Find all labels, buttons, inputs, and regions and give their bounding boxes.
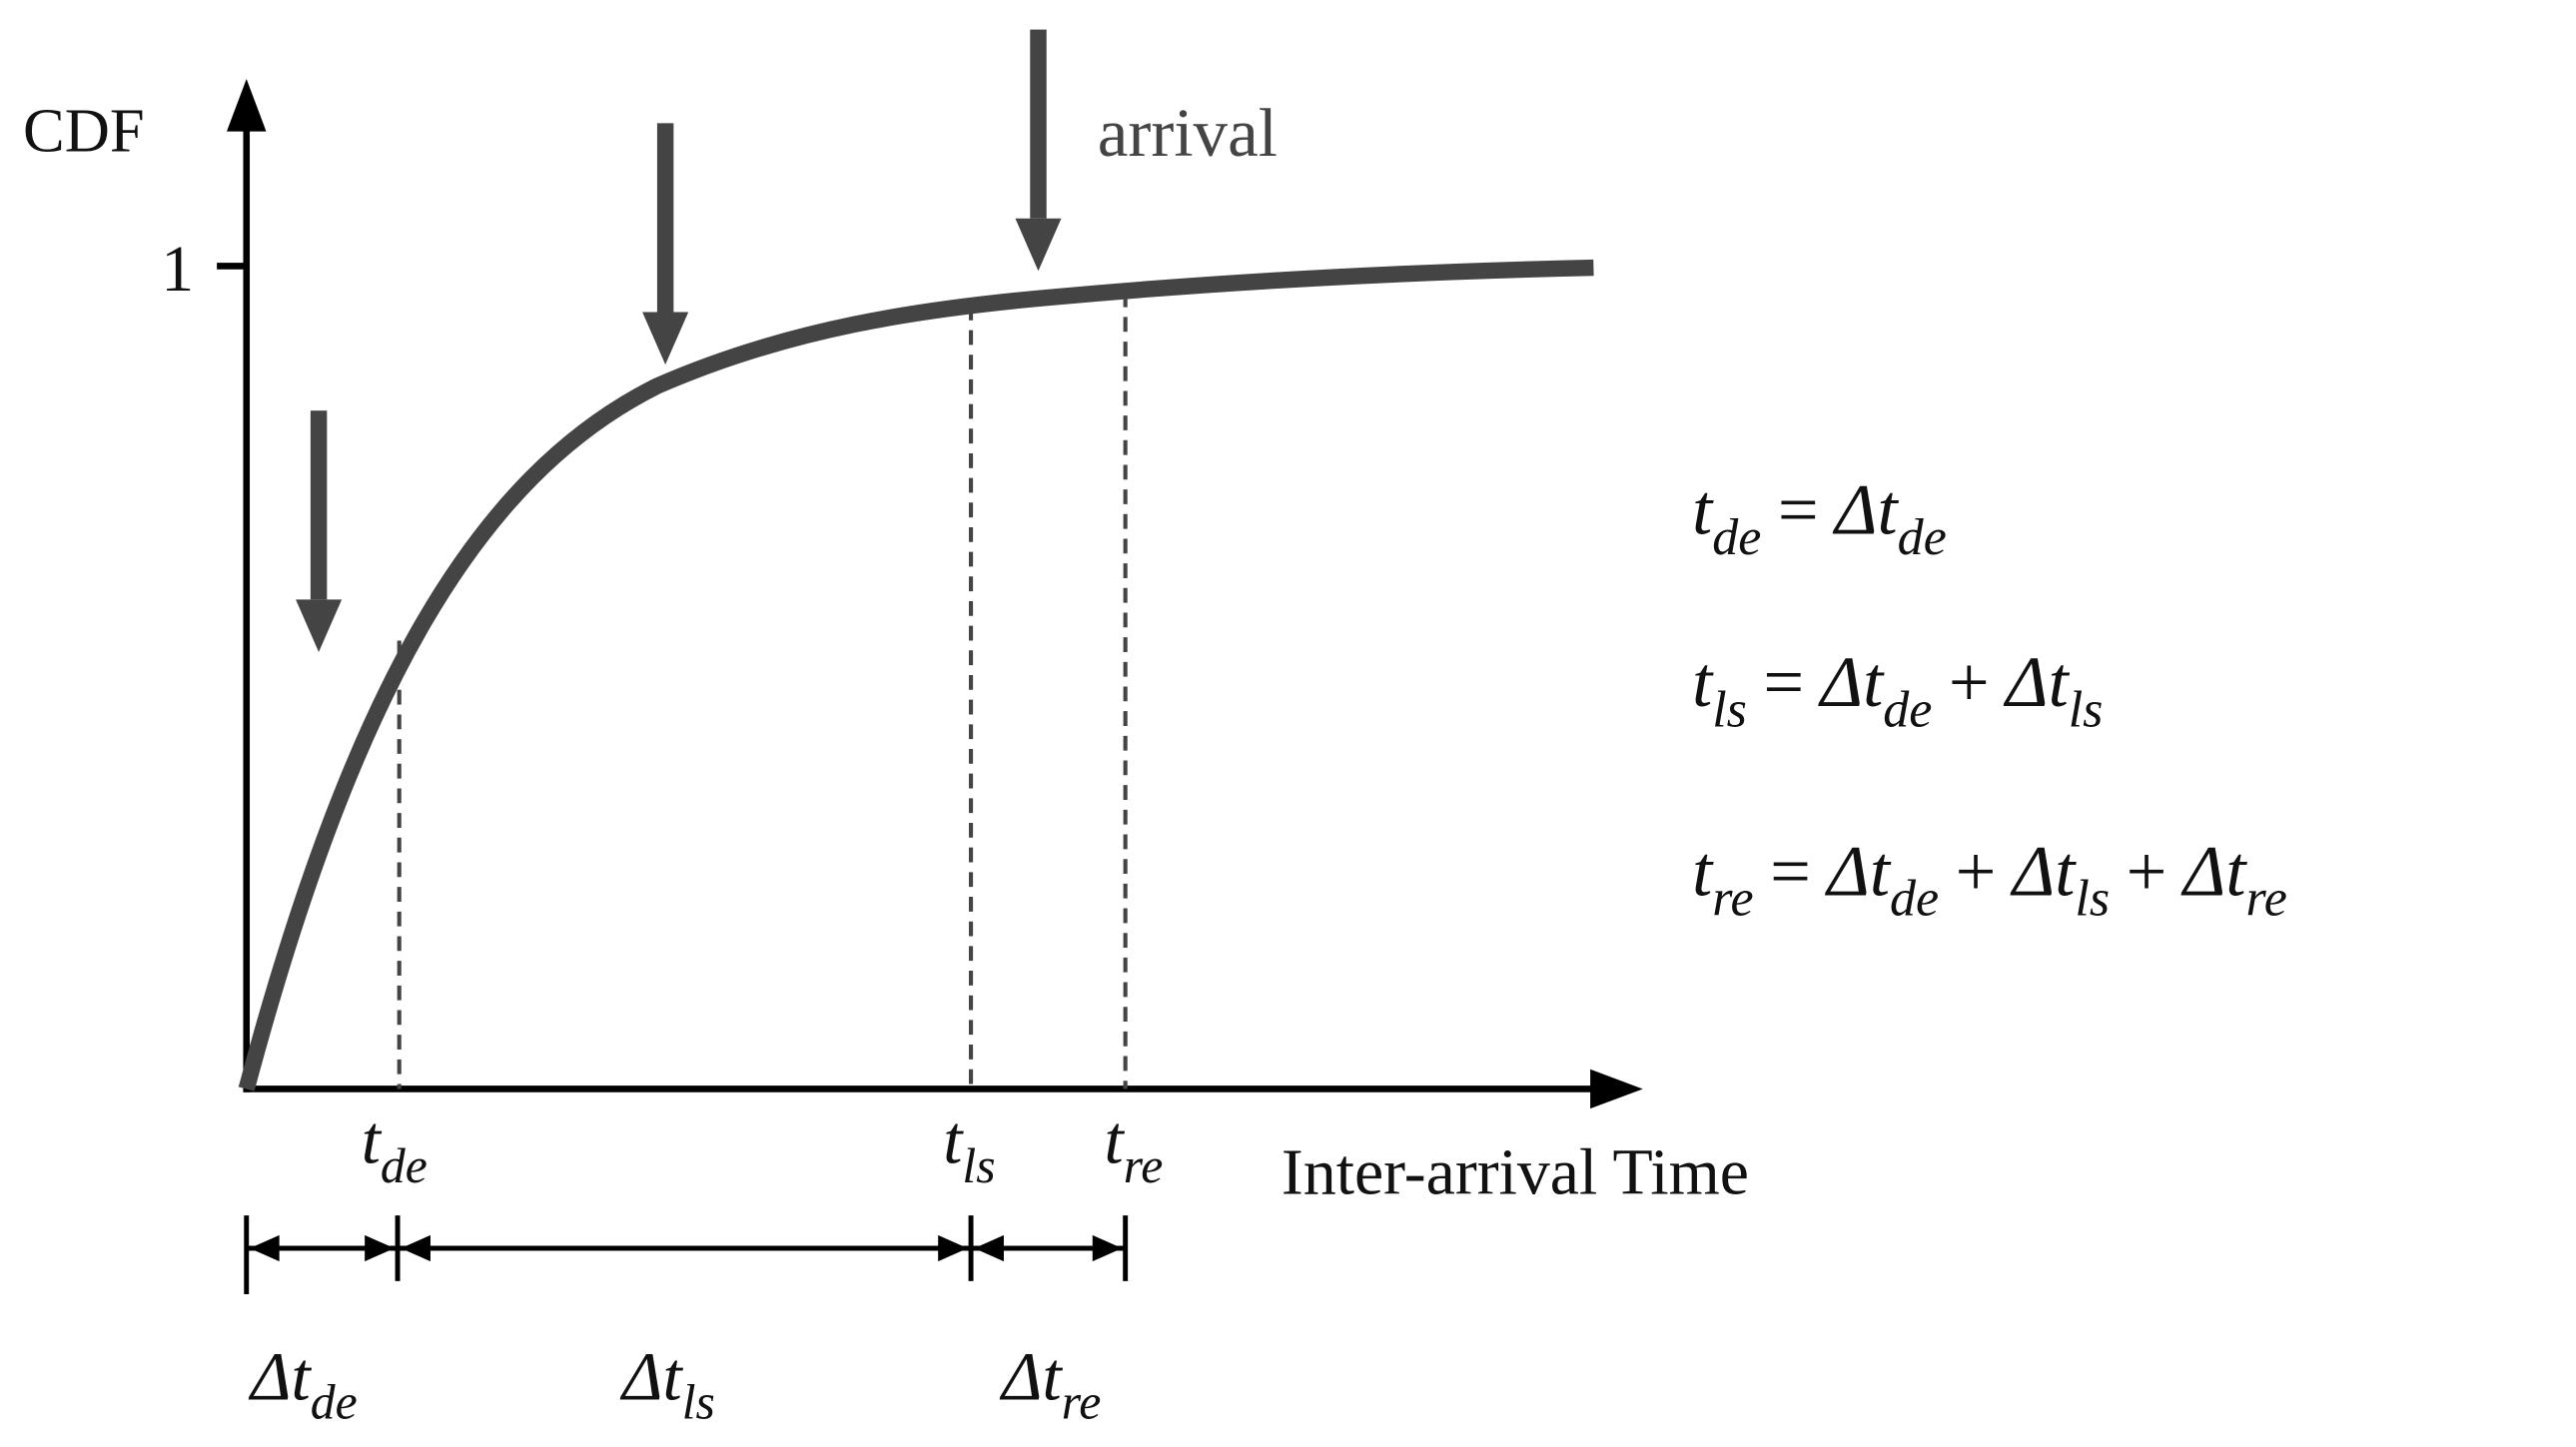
subscript: re xyxy=(1712,871,1753,928)
dim-arrowhead xyxy=(365,1234,395,1262)
subscript: ls xyxy=(2075,871,2110,928)
operator: + xyxy=(1956,831,1997,911)
symbol: Δt xyxy=(248,1337,313,1414)
interval-label: Δtls xyxy=(619,1337,715,1429)
subscript: ls xyxy=(962,1138,995,1193)
symbol: t xyxy=(1105,1100,1126,1177)
equation: tde = Δtde xyxy=(1692,470,1947,566)
subscript: re xyxy=(1062,1375,1102,1430)
arrow-shaft xyxy=(656,123,674,313)
y-axis-label: CDF xyxy=(23,95,145,165)
operator: = xyxy=(1770,831,1811,911)
equation: tls = Δtde + Δtls xyxy=(1692,642,2103,738)
dim-arrowhead xyxy=(250,1234,280,1262)
dim-arrowhead xyxy=(938,1234,968,1262)
interval-label: Δtde xyxy=(248,1337,358,1429)
subscript: de xyxy=(381,1138,428,1193)
symbol: t xyxy=(1692,470,1714,550)
arrow-head xyxy=(1015,218,1062,272)
operator: + xyxy=(1949,642,1990,722)
symbol: Δt xyxy=(2180,831,2247,911)
y-arrowhead xyxy=(227,78,267,132)
subscript: de xyxy=(1883,681,1932,738)
arrival-annotation: arrival xyxy=(1098,94,1278,171)
dim-arrowhead xyxy=(974,1234,1004,1262)
time-label: tre xyxy=(1105,1100,1164,1192)
symbol: Δt xyxy=(1832,470,1899,550)
cdf-curve xyxy=(238,259,1594,1091)
x-arrowhead xyxy=(1590,1069,1643,1109)
subscript: re xyxy=(1124,1138,1164,1193)
dim-arrowhead xyxy=(1092,1234,1123,1262)
symbol: Δt xyxy=(2010,831,2077,911)
symbol: Δt xyxy=(999,1337,1064,1414)
subscript: ls xyxy=(2069,681,2104,738)
subscript: de xyxy=(1712,509,1761,566)
arrival-arrows xyxy=(296,29,1062,652)
dim-arrowheads xyxy=(250,1234,1123,1262)
dim-arrowhead xyxy=(401,1234,430,1262)
subscript: de xyxy=(1898,509,1947,566)
subscript: ls xyxy=(682,1375,715,1430)
interval-label: Δtre xyxy=(999,1337,1101,1429)
arrow-head xyxy=(642,312,689,365)
time-label: tde xyxy=(362,1100,428,1192)
axes xyxy=(217,123,1602,1092)
symbol: t xyxy=(943,1100,964,1177)
operator: + xyxy=(2127,831,2167,911)
x-axis-label: Inter-arrival Time xyxy=(1282,1136,1749,1209)
time-label: tls xyxy=(943,1100,995,1192)
symbol: t xyxy=(1692,642,1714,722)
dashed-guides xyxy=(397,292,1128,1089)
operator: = xyxy=(1763,642,1804,722)
equation: tre = Δtde + Δtls + Δtre xyxy=(1692,831,2287,927)
subscript: de xyxy=(311,1375,358,1430)
y-tick-label: 1 xyxy=(161,233,194,306)
arrow-shaft xyxy=(310,410,328,600)
symbol: t xyxy=(1692,831,1714,911)
symbol: Δt xyxy=(619,1337,684,1414)
symbol: Δt xyxy=(1818,642,1885,722)
subscript: re xyxy=(2245,871,2286,928)
arrow-shaft xyxy=(1030,29,1047,219)
symbol: Δt xyxy=(1824,831,1891,911)
symbol: t xyxy=(362,1100,383,1177)
symbol: Δt xyxy=(2003,642,2070,722)
subscript: ls xyxy=(1712,681,1747,738)
subscript: de xyxy=(1890,871,1939,928)
operator: = xyxy=(1778,470,1819,550)
arrow-head xyxy=(296,599,343,652)
